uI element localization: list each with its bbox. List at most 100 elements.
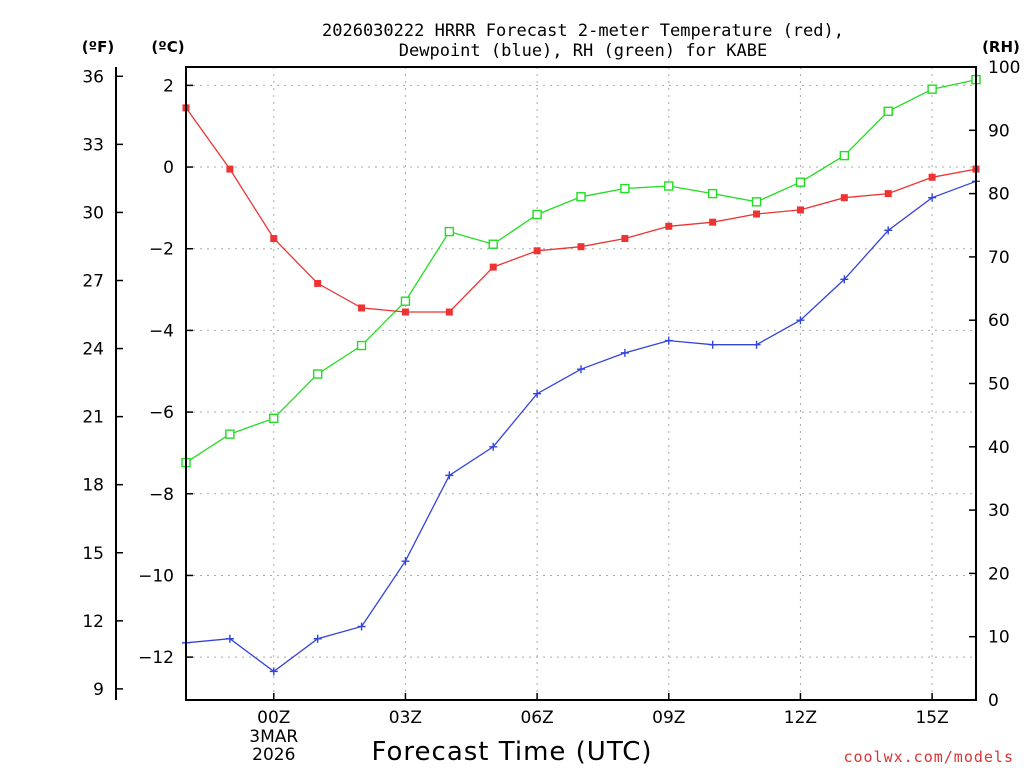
rh-point bbox=[269, 413, 279, 424]
rh-point bbox=[664, 181, 674, 191]
rh-tick-label: 50 bbox=[988, 375, 1010, 395]
dewpoint-point bbox=[840, 275, 849, 284]
watermark: coolwx.com/models bbox=[843, 748, 1014, 766]
fahrenheit-tick-label: 30 bbox=[82, 203, 104, 223]
celsius-tick-label: −2 bbox=[149, 240, 174, 260]
dewpoint-point bbox=[313, 634, 322, 643]
rh-tick-label: 10 bbox=[988, 628, 1010, 648]
rh-point bbox=[620, 183, 630, 194]
rh-point bbox=[883, 106, 893, 117]
time-tick-label: 15Z bbox=[915, 708, 948, 728]
rh-line bbox=[185, 79, 977, 464]
time-tick-year-label: 2026 bbox=[252, 745, 295, 765]
fahrenheit-tick-label: 27 bbox=[82, 271, 104, 291]
rh-point bbox=[707, 188, 718, 199]
dewpoint-point bbox=[620, 348, 629, 357]
fahrenheit-tick-label: 9 bbox=[93, 680, 104, 700]
fahrenheit-axis: 36 33 30 27 24 21 18 15 12 9 bbox=[82, 67, 123, 700]
time-tick-label: 03Z bbox=[389, 708, 422, 728]
dewpoint-point bbox=[752, 340, 761, 349]
fahrenheit-tick-label: 12 bbox=[82, 612, 104, 632]
temperature-point bbox=[709, 218, 717, 226]
dewpoint-point bbox=[884, 226, 893, 235]
rh-point bbox=[576, 192, 586, 202]
dewpoint-point bbox=[401, 557, 410, 566]
temperature-point bbox=[489, 263, 497, 271]
temperature-point bbox=[665, 222, 673, 230]
celsius-axis: 2 0 −2 −4 −6 −8 −10 −12 bbox=[138, 76, 193, 668]
celsius-unit-label: (ºC) bbox=[151, 38, 184, 56]
rh-point bbox=[312, 369, 323, 379]
rh-tick-label: 0 bbox=[988, 691, 999, 711]
celsius-tick-label: −4 bbox=[149, 321, 174, 341]
temperature-series bbox=[182, 104, 980, 316]
celsius-tick-label: 2 bbox=[163, 76, 174, 96]
dewpoint-point bbox=[445, 471, 454, 480]
temperature-point bbox=[533, 247, 541, 255]
grid-lines bbox=[186, 67, 976, 700]
celsius-tick-label: −6 bbox=[149, 403, 174, 423]
fahrenheit-tick-label: 24 bbox=[82, 340, 104, 360]
temperature-point bbox=[884, 190, 892, 198]
fahrenheit-tick-label: 33 bbox=[82, 135, 104, 155]
time-tick-label: 12Z bbox=[784, 708, 817, 728]
rh-tick-label: 60 bbox=[988, 311, 1010, 331]
series-layer bbox=[181, 74, 981, 676]
dewpoint-point bbox=[928, 193, 937, 202]
temperature-line bbox=[185, 107, 977, 313]
temperature-point bbox=[401, 308, 409, 316]
rh-point bbox=[927, 84, 937, 94]
plot-frame bbox=[185, 66, 977, 701]
celsius-tick-label: −10 bbox=[138, 566, 174, 586]
dewpoint-point bbox=[577, 365, 585, 374]
temperature-point bbox=[445, 308, 453, 316]
dewpoint-point bbox=[269, 667, 278, 676]
chart-title-line2: Dewpoint (blue), RH (green) for KABE bbox=[399, 41, 767, 61]
fahrenheit-unit-label: (ºF) bbox=[82, 38, 114, 56]
rh-point bbox=[751, 197, 762, 207]
temperature-point bbox=[928, 173, 936, 181]
rh-tick-label: 100 bbox=[988, 58, 1020, 78]
rh-unit-label: (RH) bbox=[982, 38, 1020, 56]
x-axis-label: Forecast Time (UTC) bbox=[371, 737, 652, 767]
fahrenheit-tick-label: 18 bbox=[82, 476, 104, 496]
rh-point bbox=[839, 150, 850, 161]
rh-point bbox=[356, 340, 367, 351]
time-tick-date-label: 3MAR bbox=[249, 727, 298, 747]
temperature-point bbox=[796, 206, 804, 214]
rh-point bbox=[488, 239, 498, 249]
rh-point bbox=[795, 177, 806, 187]
dewpoint-line bbox=[185, 180, 977, 673]
rh-tick-label: 30 bbox=[988, 501, 1010, 521]
time-tick-label: 00Z bbox=[257, 708, 290, 728]
rh-tick-label: 90 bbox=[988, 121, 1010, 141]
temperature-point bbox=[577, 243, 585, 251]
celsius-tick-label: −8 bbox=[149, 485, 174, 505]
fahrenheit-tick-label: 15 bbox=[82, 544, 104, 564]
celsius-tick-label: −12 bbox=[138, 648, 174, 668]
dewpoint-point bbox=[225, 634, 234, 643]
temperature-point bbox=[621, 235, 629, 243]
temperature-point bbox=[753, 210, 761, 218]
temperature-point bbox=[358, 304, 366, 312]
fahrenheit-tick-label: 36 bbox=[82, 67, 104, 87]
chart-title-line1: 2026030222 HRRR Forecast 2-meter Tempera… bbox=[322, 21, 844, 41]
dewpoint-point bbox=[489, 442, 498, 451]
dewpoint-series bbox=[182, 177, 980, 676]
dewpoint-point bbox=[533, 389, 542, 398]
temperature-point bbox=[270, 235, 278, 243]
temperature-point bbox=[314, 279, 322, 287]
dewpoint-point bbox=[796, 316, 805, 325]
dewpoint-point bbox=[708, 340, 717, 349]
temperature-point bbox=[840, 194, 848, 202]
rh-point bbox=[400, 296, 411, 306]
rh-series bbox=[181, 74, 981, 468]
rh-tick-label: 40 bbox=[988, 438, 1010, 458]
time-tick-label: 09Z bbox=[652, 708, 685, 728]
celsius-tick-label: 0 bbox=[163, 158, 174, 178]
rh-point bbox=[532, 209, 542, 220]
dewpoint-point bbox=[357, 622, 366, 631]
rh-point bbox=[225, 429, 235, 439]
